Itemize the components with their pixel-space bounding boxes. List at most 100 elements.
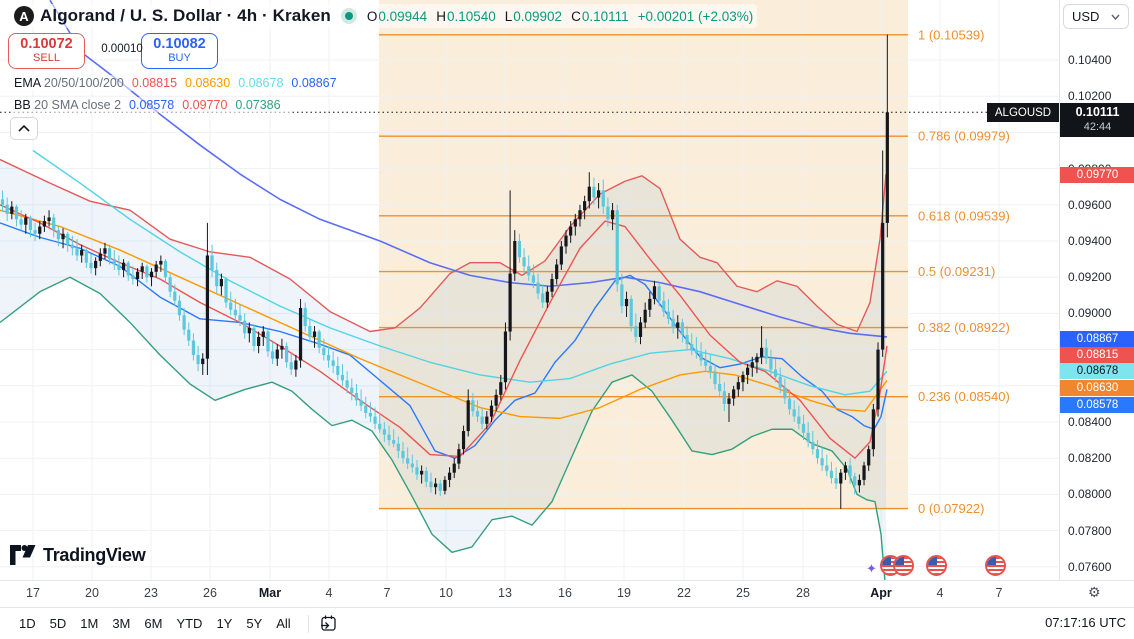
- chart-pane[interactable]: 1 (0.10539) 0.786 (0.09979) 0.618 (0.09539…: [0, 0, 1059, 580]
- candlestick[interactable]: [378, 423, 382, 430]
- candlestick[interactable]: [829, 470, 834, 479]
- candlestick[interactable]: [243, 320, 247, 334]
- candlestick[interactable]: [750, 362, 754, 368]
- candlestick[interactable]: [0, 199, 5, 205]
- candlestick[interactable]: [387, 434, 391, 441]
- candlestick[interactable]: [857, 479, 861, 486]
- candlestick[interactable]: [336, 365, 340, 375]
- candlestick[interactable]: [364, 405, 368, 413]
- candlestick[interactable]: [787, 398, 792, 410]
- legend-ema[interactable]: EMA 20/50/100/200 0.08815 0.08630 0.08678 0…: [10, 75, 349, 91]
- candlestick[interactable]: [499, 382, 503, 395]
- candlestick[interactable]: [550, 279, 554, 292]
- candlestick[interactable]: [587, 186, 591, 202]
- candlestick[interactable]: [24, 217, 28, 225]
- candlestick[interactable]: [536, 282, 540, 294]
- candlestick[interactable]: [284, 345, 289, 363]
- currency-dropdown[interactable]: USD: [1063, 4, 1129, 29]
- candlestick[interactable]: [494, 394, 498, 406]
- candlestick[interactable]: [294, 360, 298, 370]
- candlestick[interactable]: [131, 275, 135, 280]
- candlestick[interactable]: [606, 206, 610, 220]
- candlestick[interactable]: [406, 458, 410, 464]
- candlestick[interactable]: [759, 347, 764, 357]
- candlestick[interactable]: [736, 382, 740, 390]
- candlestick[interactable]: [261, 331, 265, 337]
- candlestick[interactable]: [527, 266, 531, 276]
- candlestick[interactable]: [75, 248, 79, 256]
- candlestick[interactable]: [121, 262, 126, 270]
- candlestick[interactable]: [601, 190, 605, 207]
- candlestick[interactable]: [773, 369, 778, 377]
- candlestick[interactable]: [573, 219, 577, 227]
- time-axis[interactable]: 17 20 23 26 Mar 4 7 10 13 16 19 22 25 28 Apr 4 7 ⚙: [0, 580, 1134, 607]
- candlestick[interactable]: [732, 389, 736, 399]
- candlestick[interactable]: [443, 479, 447, 491]
- candlestick[interactable]: [117, 264, 121, 270]
- candlestick[interactable]: [350, 387, 354, 394]
- candlestick[interactable]: [522, 257, 526, 267]
- candlestick[interactable]: [806, 432, 810, 442]
- candlestick[interactable]: [210, 255, 214, 270]
- candlestick[interactable]: [741, 374, 745, 383]
- candlestick[interactable]: [480, 416, 484, 424]
- candlestick[interactable]: [205, 255, 210, 359]
- go-to-date-button[interactable]: [319, 614, 338, 633]
- range-button-5y[interactable]: 5Y: [246, 615, 263, 631]
- candlestick[interactable]: [47, 217, 51, 222]
- tradingview-logo[interactable]: TradingView: [10, 545, 146, 566]
- candlestick[interactable]: [19, 219, 23, 225]
- candlestick[interactable]: [215, 269, 219, 287]
- candlestick[interactable]: [266, 331, 270, 352]
- candlestick[interactable]: [410, 463, 414, 468]
- candlestick[interactable]: [834, 478, 838, 484]
- economic-event-us-flag-icon[interactable]: [926, 555, 947, 576]
- candlestick[interactable]: [643, 309, 647, 323]
- candlestick[interactable]: [503, 331, 508, 383]
- candlestick[interactable]: [373, 416, 377, 424]
- range-button-1m[interactable]: 1M: [80, 615, 99, 631]
- candlestick[interactable]: [564, 235, 568, 247]
- range-button-1y[interactable]: 1Y: [216, 615, 233, 631]
- candlestick[interactable]: [722, 391, 726, 404]
- candlestick[interactable]: [610, 210, 615, 220]
- candlestick[interactable]: [238, 315, 242, 321]
- gear-icon[interactable]: ⚙: [1088, 584, 1101, 600]
- candlestick[interactable]: [699, 353, 703, 361]
- candlestick[interactable]: [401, 450, 405, 459]
- candlestick[interactable]: [801, 423, 806, 433]
- candlestick[interactable]: [10, 206, 14, 214]
- candlestick[interactable]: [620, 284, 624, 307]
- candlestick[interactable]: [298, 307, 303, 361]
- candlestick[interactable]: [811, 441, 815, 450]
- candlestick[interactable]: [662, 300, 666, 312]
- candlestick[interactable]: [876, 349, 880, 410]
- candlestick[interactable]: [56, 230, 60, 240]
- candlestick[interactable]: [382, 429, 386, 435]
- candlestick[interactable]: [531, 275, 535, 283]
- candlestick[interactable]: [33, 230, 37, 234]
- candlestick[interactable]: [652, 286, 657, 299]
- candlestick[interactable]: [322, 347, 326, 356]
- candlestick[interactable]: [191, 340, 196, 356]
- candlestick[interactable]: [42, 221, 47, 227]
- candlestick[interactable]: [98, 253, 102, 261]
- range-button-3m[interactable]: 3M: [112, 615, 131, 631]
- candlestick[interactable]: [657, 286, 661, 301]
- candlestick[interactable]: [559, 246, 563, 265]
- range-button-1d[interactable]: 1D: [19, 615, 36, 631]
- candlestick[interactable]: [629, 298, 633, 327]
- candlestick[interactable]: [182, 315, 186, 330]
- candlestick[interactable]: [508, 273, 512, 332]
- candlestick[interactable]: [429, 481, 433, 488]
- candlestick[interactable]: [331, 360, 335, 366]
- candlestick[interactable]: [438, 483, 442, 491]
- candlestick[interactable]: [848, 465, 852, 477]
- candlestick[interactable]: [396, 443, 400, 451]
- candlestick[interactable]: [28, 217, 33, 231]
- candlestick[interactable]: [257, 336, 261, 346]
- candlestick[interactable]: [885, 112, 889, 223]
- ai-sparkle-icon[interactable]: ✦: [866, 561, 877, 576]
- candlestick[interactable]: [871, 409, 875, 450]
- candlestick[interactable]: [434, 483, 438, 488]
